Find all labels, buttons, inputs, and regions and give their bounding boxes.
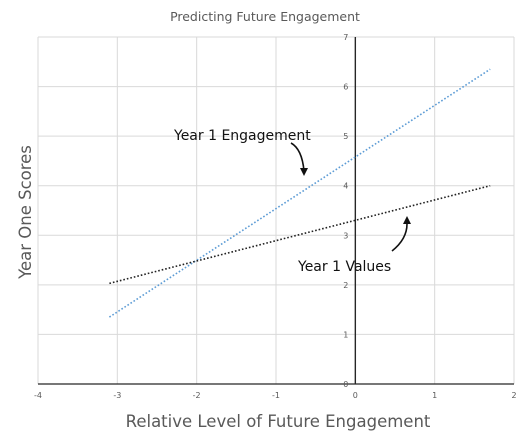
y-tick-label: 7 (343, 33, 348, 42)
y-tick-label: 6 (343, 83, 348, 92)
y-tick-label: 5 (343, 132, 348, 141)
series-line-0 (108, 68, 491, 318)
x-tick-label: -3 (113, 391, 121, 400)
annotation-year1-engagement-arrowhead (300, 168, 308, 176)
annotation-year1-values-arrow (391, 223, 408, 252)
x-tick-label: 1 (432, 391, 437, 400)
annotation-year1-values-arrowhead (403, 216, 411, 224)
gridlines (37, 36, 515, 384)
tick-labels: -4 -3 -2 -1 0 1 2 0 1 2 3 4 5 6 7 (34, 33, 517, 400)
annotation-year1-values-label: Year 1 Values (297, 259, 391, 275)
x-tick-label: -4 (34, 391, 42, 400)
x-axis-title: Relative Level of Future Engagement (126, 412, 431, 431)
y-tick-label: 0 (343, 380, 348, 389)
annotation-year1-engagement-label: Year 1 Engagement (173, 128, 311, 144)
annotation-year1-engagement: Year 1 Engagement (173, 128, 311, 176)
chart-title: Predicting Future Engagement (170, 9, 360, 24)
y-axis-title: Year One Scores (16, 145, 35, 280)
series-line-1 (109, 184, 491, 285)
y-tick-label: 1 (343, 330, 348, 339)
series-layer (108, 68, 491, 318)
x-tick-label: 0 (353, 391, 358, 400)
y-tick-label: 2 (343, 281, 348, 290)
y-tick-label: 4 (343, 182, 348, 191)
x-tick-label: -2 (193, 391, 201, 400)
annotation-year1-values: Year 1 Values (297, 216, 411, 275)
axes (38, 37, 514, 385)
x-tick-label: 2 (511, 391, 516, 400)
x-tick-label: -1 (272, 391, 280, 400)
y-tick-label: 3 (343, 231, 348, 240)
